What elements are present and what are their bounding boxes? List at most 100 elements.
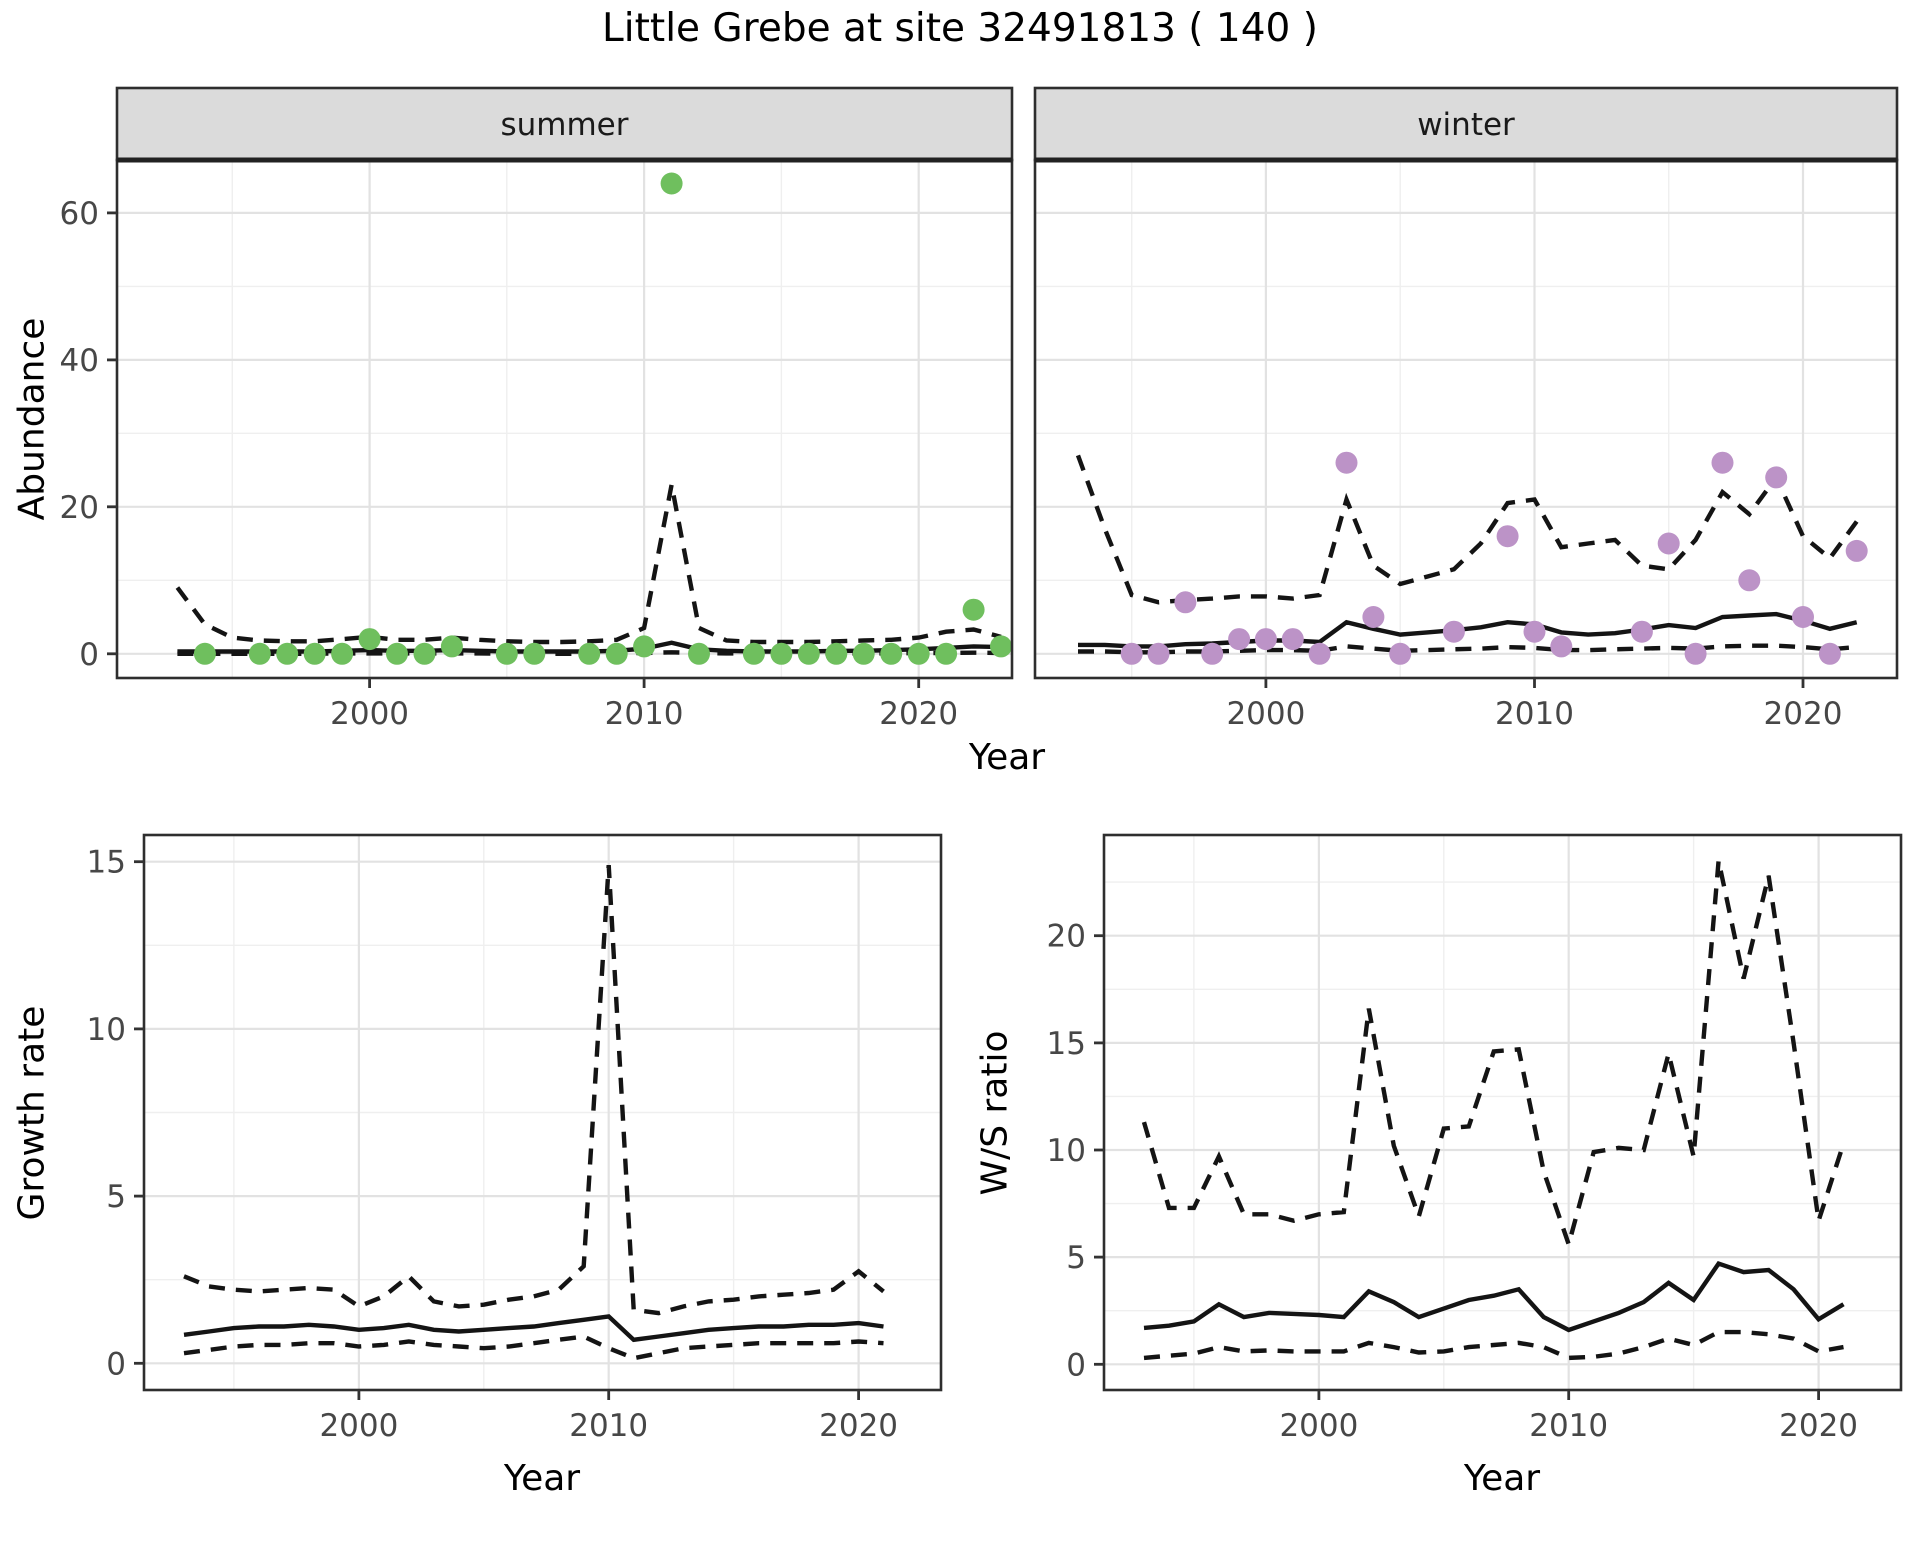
- panel-abundance-summer: summer 2000 2010 2020 0 20 40 60: [60, 86, 1014, 732]
- mean-line: [183, 1314, 884, 1343]
- lower-ci-line: [1078, 643, 1857, 655]
- x-tick-label: 2010: [1529, 1408, 1608, 1444]
- data-point: [1738, 569, 1761, 592]
- data-point: [880, 642, 903, 665]
- data-point: [990, 635, 1012, 658]
- panel-abundance-winter: winter 2000 2010 2020: [1033, 86, 1899, 732]
- panel-border: [1102, 833, 1903, 1392]
- x-tick-label: 2000: [319, 1408, 398, 1444]
- upper-ci-line: [183, 864, 885, 1316]
- data-point: [440, 635, 463, 658]
- data-point: [962, 598, 985, 621]
- facet-strip-label: summer: [500, 107, 628, 143]
- mean-line: [1143, 1260, 1845, 1333]
- data-point: [1765, 466, 1788, 489]
- panel-background: [1035, 160, 1897, 678]
- y-tick-label: 10: [87, 1012, 126, 1048]
- lower-ci-line: [183, 1334, 884, 1361]
- y-tick-label: 20: [1047, 919, 1086, 955]
- data-point: [1550, 635, 1573, 658]
- data-point: [276, 642, 299, 665]
- x-tick-label: 2010: [1495, 696, 1574, 732]
- x-tick-label: 2020: [819, 1408, 898, 1444]
- x-tick-label: 2020: [879, 696, 958, 732]
- y-axis-title-ws-ratio: W/S ratio: [974, 1030, 1016, 1196]
- data-point: [1442, 620, 1465, 643]
- y-tick-label: 60: [60, 196, 99, 232]
- data-point: [633, 635, 656, 658]
- data-point: [303, 642, 326, 665]
- facet-strip: [115, 86, 1014, 162]
- upper-ci-line: [1075, 454, 1859, 605]
- chart-title: Little Grebe at site 32491813 ( 140 ): [602, 6, 1318, 51]
- data-point: [1201, 642, 1224, 665]
- data-point: [1657, 532, 1680, 555]
- x-axis-title-top: Year: [968, 737, 1046, 778]
- data-point: [825, 642, 848, 665]
- data-point: [248, 642, 271, 665]
- mean-line: [1078, 611, 1858, 649]
- panel-background: [117, 160, 1012, 678]
- data-point: [770, 642, 793, 665]
- y-tick-label: 10: [1047, 1133, 1086, 1169]
- panel-growth-rate: 2000 2010 2020 0 5 10 15: [87, 833, 943, 1444]
- data-point: [331, 642, 354, 665]
- data-point: [688, 642, 710, 665]
- panel-background: [1104, 835, 1901, 1390]
- data-point: [1174, 591, 1197, 614]
- data-point: [1362, 606, 1385, 628]
- data-point: [907, 642, 930, 665]
- data-point: [495, 642, 518, 665]
- data-point: [742, 642, 765, 665]
- upper-ci-line: [175, 484, 1002, 645]
- data-point: [1308, 642, 1331, 665]
- y-axis-title-growth-rate: Growth rate: [11, 1005, 53, 1221]
- x-tick-label: 2000: [330, 696, 409, 732]
- lower-ci-line: [1143, 1329, 1844, 1361]
- data-point: [1845, 539, 1868, 562]
- upper-ci-line: [1141, 860, 1846, 1252]
- data-point: [1120, 642, 1143, 665]
- data-point: [523, 642, 546, 665]
- data-point: [1818, 642, 1841, 665]
- y-tick-label: 0: [79, 637, 99, 673]
- data-point: [1228, 628, 1251, 651]
- x-tick-label: 2010: [569, 1408, 648, 1444]
- data-point: [605, 642, 628, 665]
- data-point: [1496, 525, 1519, 548]
- data-point: [1630, 620, 1653, 643]
- y-tick-label: 15: [87, 845, 126, 881]
- y-tick-label: 15: [1047, 1026, 1086, 1062]
- data-point: [386, 642, 408, 665]
- data-point: [935, 642, 958, 665]
- y-tick-label: 40: [60, 343, 99, 379]
- x-tick-label: 2020: [1764, 696, 1843, 732]
- x-tick-label: 2020: [1779, 1408, 1858, 1444]
- x-tick-label: 2000: [1279, 1408, 1358, 1444]
- data-point: [852, 642, 875, 665]
- y-tick-label: 5: [1066, 1240, 1086, 1276]
- x-tick-label: 2000: [1226, 696, 1305, 732]
- data-point: [358, 628, 381, 651]
- panel-border: [142, 833, 943, 1392]
- data-point: [1523, 620, 1546, 643]
- data-point: [1254, 628, 1277, 651]
- y-tick-label: 20: [60, 490, 99, 526]
- data-point: [1711, 451, 1734, 474]
- data-point: [1147, 642, 1170, 665]
- x-axis-title-growth-rate: Year: [503, 1458, 581, 1499]
- y-tick-label: 5: [106, 1179, 126, 1215]
- data-point: [413, 642, 436, 665]
- data-point: [1389, 642, 1412, 665]
- data-point: [1335, 451, 1358, 474]
- facet-strip: [1033, 86, 1899, 162]
- y-tick-label: 0: [1066, 1347, 1086, 1383]
- data-point: [578, 642, 601, 665]
- x-axis-title-ws-ratio: Year: [1463, 1458, 1541, 1499]
- data-point: [193, 642, 216, 665]
- data-point: [660, 172, 683, 195]
- facet-strip-label: winter: [1417, 107, 1515, 143]
- data-point: [1281, 628, 1304, 651]
- x-tick-label: 2010: [605, 696, 684, 732]
